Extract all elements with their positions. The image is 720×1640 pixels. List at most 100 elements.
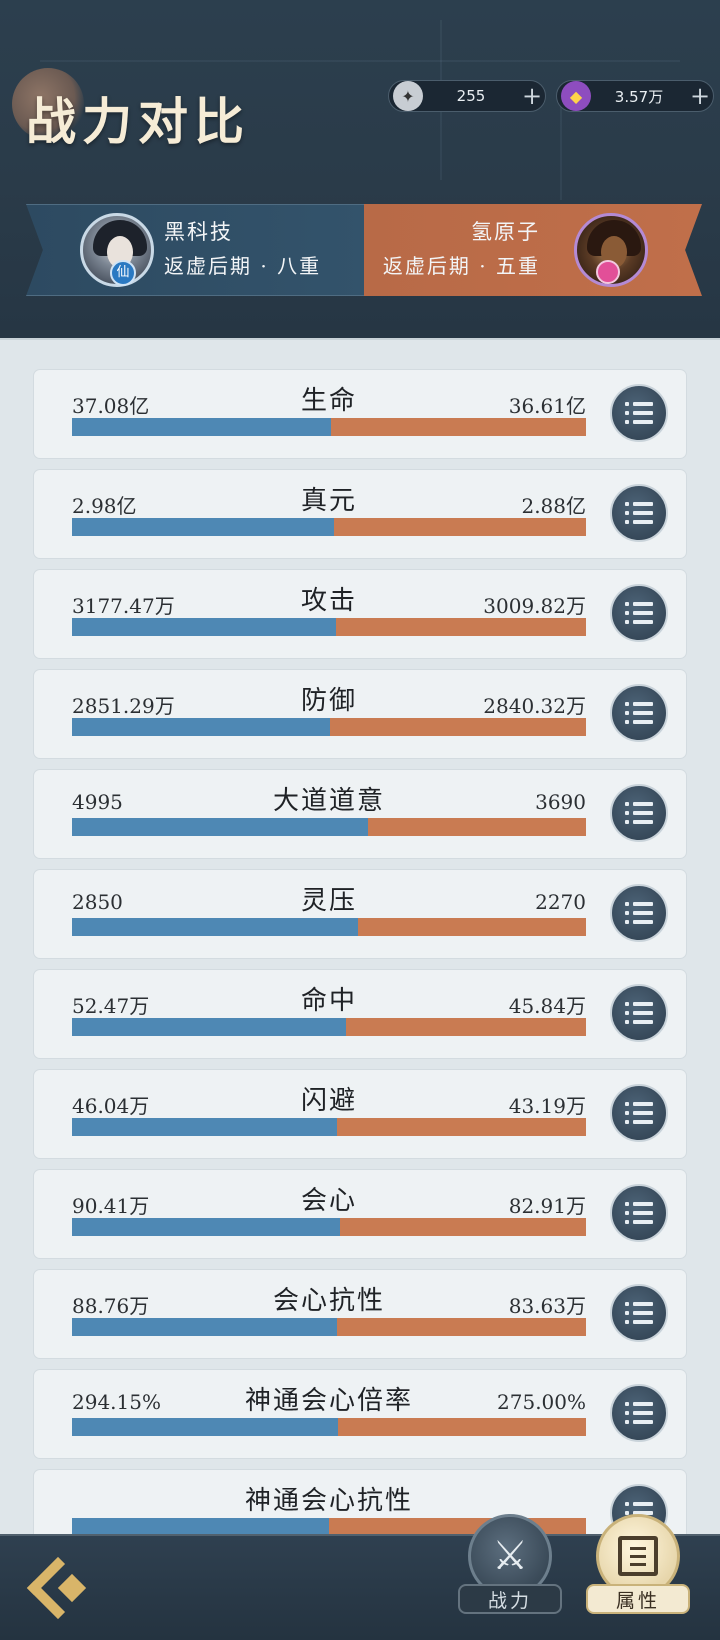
currency-value: 255 — [456, 87, 486, 105]
list-icon-line — [625, 702, 653, 706]
stats-list[interactable]: 37.08亿 生命 36.61亿 2.98亿 真元 2.88亿 3177.47万 攻击 3009… — [0, 338, 720, 1534]
right-stat-value: 45.84万 — [508, 994, 586, 1018]
stat-detail-button[interactable] — [610, 484, 668, 542]
stat-label: 会心抗性 — [272, 1286, 385, 1316]
purple-gem-icon: ◆ — [561, 81, 591, 111]
stat-row: 294.15% 神通会心倍率 275.00% — [34, 1370, 686, 1458]
back-button[interactable] — [26, 1556, 100, 1620]
add-currency-plus-icon[interactable]: + — [521, 82, 543, 110]
left-stat-value: 294.15% — [72, 1390, 161, 1414]
currency-purple-gem[interactable]: ◆ 3.57万 + — [556, 80, 714, 112]
stat-detail-button[interactable] — [610, 884, 668, 942]
list-icon-line — [625, 1311, 653, 1315]
comparison-bar-left-fill — [72, 1018, 347, 1036]
immortal-badge: 仙 — [110, 260, 136, 286]
comparison-bar — [72, 718, 586, 736]
tab-power[interactable]: ⚔ 战力 — [458, 1514, 562, 1626]
left-stat-value: 37.08亿 — [72, 394, 150, 418]
stat-label: 生命 — [300, 386, 357, 416]
list-icon-line — [625, 520, 653, 524]
stat-detail-button[interactable] — [610, 1084, 668, 1142]
moon-decoration — [12, 68, 84, 140]
right-stat-value: 43.19万 — [508, 1094, 586, 1118]
stat-row: 3177.47万 攻击 3009.82万 — [34, 570, 686, 658]
list-icon-line — [625, 1502, 653, 1506]
tab-attributes[interactable]: 属性 — [586, 1514, 690, 1626]
list-icon-line — [625, 820, 653, 824]
left-stat-value: 46.04万 — [72, 1094, 150, 1118]
list-icon-line — [625, 720, 653, 724]
list-icon-line — [625, 1202, 653, 1206]
list-icon-line — [625, 1011, 653, 1015]
stat-detail-button[interactable] — [610, 1184, 668, 1242]
list-icon-line — [625, 1111, 653, 1115]
header-decoration — [560, 90, 562, 200]
stat-label: 真元 — [300, 486, 357, 516]
left-stat-value: 90.41万 — [72, 1194, 150, 1218]
left-stat-value: 2.98亿 — [72, 494, 137, 518]
stat-detail-button[interactable] — [610, 1384, 668, 1442]
add-currency-plus-icon[interactable]: + — [689, 82, 711, 110]
comparison-bar-left-fill — [72, 418, 331, 436]
comparison-bar — [72, 1218, 586, 1236]
left-stat-value: 52.47万 — [72, 994, 150, 1018]
comparison-bar-left-fill — [72, 1118, 337, 1136]
right-stat-value: 2.88亿 — [521, 494, 586, 518]
stat-label: 闪避 — [300, 1086, 357, 1116]
comparison-bar — [72, 918, 586, 936]
list-icon-line — [625, 1320, 653, 1324]
comparison-bar-left-fill — [72, 718, 330, 736]
list-icon-line — [625, 502, 653, 506]
stat-row: 46.04万 闪避 43.19万 — [34, 1070, 686, 1158]
list-icon-line — [625, 1002, 653, 1006]
list-icon-line — [625, 711, 653, 715]
left-stat-value: 3177.47万 — [72, 594, 175, 618]
comparison-bar — [72, 518, 586, 536]
stat-detail-button[interactable] — [610, 684, 668, 742]
right-stat-value: 83.63万 — [508, 1294, 586, 1318]
tab-power-label: 战力 — [458, 1584, 562, 1614]
comparison-bar-left-fill — [72, 1218, 340, 1236]
left-player-avatar[interactable] — [80, 213, 154, 287]
comparison-bar — [72, 1418, 586, 1436]
currency-spirit-stone[interactable]: ✦ 255 + — [388, 80, 546, 112]
stat-detail-button[interactable] — [610, 1284, 668, 1342]
comparison-bar-left-fill — [72, 1318, 337, 1336]
right-player-rank: 返虚后期 · 五重 — [382, 254, 540, 278]
stat-detail-button[interactable] — [610, 584, 668, 642]
stat-row: 88.76万 会心抗性 83.63万 — [34, 1270, 686, 1358]
comparison-bar-left-fill — [72, 818, 368, 836]
bottom-bar: ⚔ 战力 属性 — [0, 1514, 720, 1640]
stat-row: 37.08亿 生命 36.61亿 — [34, 370, 686, 458]
spirit-stone-icon: ✦ — [393, 81, 423, 111]
list-icon-line — [625, 602, 653, 606]
sect-badge-icon — [596, 260, 620, 284]
versus-banner: 仙 黑科技 返虚后期 · 八重 氢原子 返虚后期 · 五重 — [26, 204, 702, 296]
list-icon-line — [625, 920, 653, 924]
left-stat-value: 2851.29万 — [72, 694, 175, 718]
header-decoration — [40, 60, 680, 62]
right-stat-value: 275.00% — [497, 1390, 586, 1414]
stat-row: 神通会心抗性 — [34, 1470, 686, 1534]
comparison-bar-left-fill — [72, 1518, 329, 1534]
stat-row: 2.98亿 真元 2.88亿 — [34, 470, 686, 558]
stat-row: 52.47万 命中 45.84万 — [34, 970, 686, 1058]
comparison-bar-left-fill — [72, 1418, 338, 1436]
comparison-bar-left-fill — [72, 618, 336, 636]
comparison-bar — [72, 1018, 586, 1036]
left-stat-value: 4995 — [72, 790, 123, 814]
stat-detail-button[interactable] — [610, 984, 668, 1042]
list-icon-line — [625, 1302, 653, 1306]
list-icon-line — [625, 1402, 653, 1406]
header: 战力对比 ✦ 255 + ◆ 3.57万 + 仙 黑科技 返虚后期 · 八重 氢… — [0, 0, 720, 338]
stat-label: 大道道意 — [272, 786, 385, 816]
right-stat-value: 82.91万 — [508, 1194, 586, 1218]
left-player-name: 黑科技 — [164, 220, 233, 244]
comparison-bar — [72, 1518, 586, 1534]
list-icon-line — [625, 1511, 653, 1515]
stat-row: 2850 灵压 2270 — [34, 870, 686, 958]
stat-detail-button[interactable] — [610, 784, 668, 842]
list-icon-line — [625, 902, 653, 906]
list-icon-line — [625, 420, 653, 424]
stat-detail-button[interactable] — [610, 384, 668, 442]
